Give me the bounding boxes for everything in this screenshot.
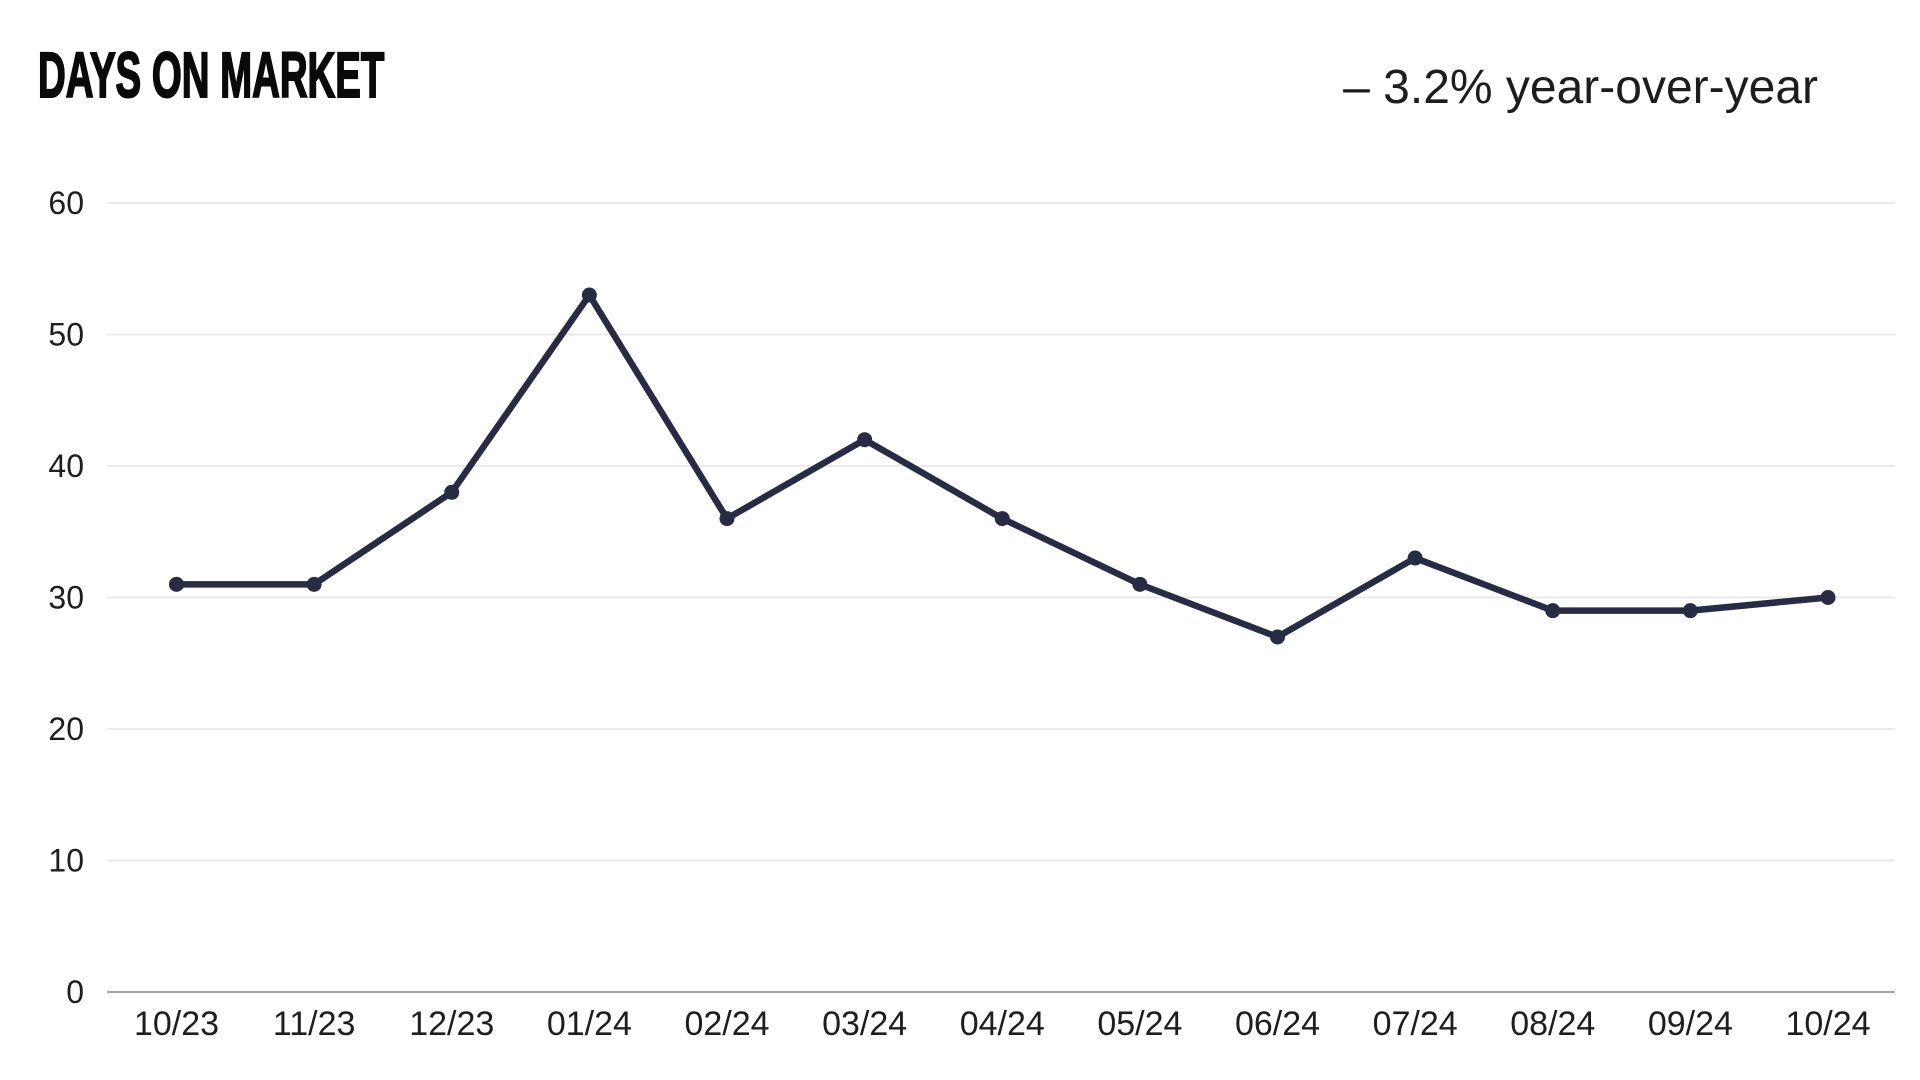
x-tick-label-07-24: 07/24 [1373,1005,1458,1043]
x-tick-label-11-23: 11/23 [273,1005,356,1043]
data-point-04-24 [994,511,1010,527]
x-tick-label-08-24: 08/24 [1510,1005,1595,1043]
x-tick-label-10-24: 10/24 [1785,1005,1870,1043]
data-point-12-23 [444,484,460,500]
yoy-change-label: – 3.2% year-over-year [1343,61,1818,114]
x-tick-label-09-24: 09/24 [1648,1005,1733,1043]
x-tick-label-12-23: 12/23 [409,1005,494,1043]
y-tick-label-10: 10 [48,843,84,879]
x-tick-label-04-24: 04/24 [960,1005,1045,1043]
data-point-10-24 [1820,590,1836,605]
chart-title: DAYS ON MARKET [37,39,385,111]
data-point-01-24 [581,287,597,303]
data-point-02-24 [719,511,735,527]
data-point-07-24 [1407,550,1423,566]
x-tick-label-10-23: 10/23 [134,1005,219,1043]
y-tick-label-20: 20 [48,711,84,747]
y-tick-label-30: 30 [48,580,84,616]
y-tick-label-60: 60 [48,185,84,221]
data-point-08-24 [1545,603,1561,619]
x-tick-label-03-24: 03/24 [822,1005,907,1043]
data-point-06-24 [1270,629,1285,645]
data-point-10-23 [169,576,184,592]
data-point-05-24 [1132,576,1148,592]
x-tick-label-06-24: 06/24 [1235,1005,1320,1043]
x-tick-label-02-24: 02/24 [684,1005,769,1043]
x-tick-label-05-24: 05/24 [1097,1005,1182,1043]
y-tick-label-50: 50 [48,317,84,353]
data-point-03-24 [857,432,873,448]
data-point-09-24 [1682,603,1698,619]
x-tick-label-01-24: 01/24 [547,1005,632,1043]
data-point-11-23 [306,576,322,592]
y-tick-label-0: 0 [66,974,84,1010]
y-tick-label-40: 40 [48,448,84,484]
